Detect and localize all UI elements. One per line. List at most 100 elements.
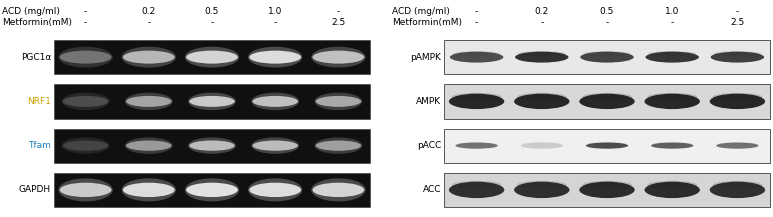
Ellipse shape xyxy=(581,52,634,63)
Ellipse shape xyxy=(579,182,635,198)
Text: 1.0: 1.0 xyxy=(268,7,282,16)
Ellipse shape xyxy=(62,93,110,110)
Ellipse shape xyxy=(458,142,495,145)
Ellipse shape xyxy=(710,182,765,198)
Ellipse shape xyxy=(514,182,570,198)
Text: -: - xyxy=(274,18,277,27)
Text: pAMPK: pAMPK xyxy=(410,53,441,62)
Text: -: - xyxy=(475,18,478,27)
Ellipse shape xyxy=(186,183,238,197)
Ellipse shape xyxy=(582,93,632,101)
Text: Tfam: Tfam xyxy=(28,141,51,150)
Text: ACD (mg/ml): ACD (mg/ml) xyxy=(392,7,450,16)
Text: -: - xyxy=(84,18,87,27)
Text: AMPK: AMPK xyxy=(416,97,441,106)
Text: 1.0: 1.0 xyxy=(665,7,679,16)
Ellipse shape xyxy=(62,137,110,154)
Text: -: - xyxy=(736,7,739,16)
Text: Metformin(mM): Metformin(mM) xyxy=(392,18,462,27)
Bar xyxy=(54,84,370,118)
Text: 2.5: 2.5 xyxy=(332,18,346,27)
Ellipse shape xyxy=(449,94,504,109)
Ellipse shape xyxy=(450,52,503,63)
Ellipse shape xyxy=(63,96,108,107)
Ellipse shape xyxy=(253,140,298,151)
Ellipse shape xyxy=(315,137,363,154)
Ellipse shape xyxy=(645,182,700,198)
Ellipse shape xyxy=(718,142,757,145)
Ellipse shape xyxy=(121,178,176,201)
Ellipse shape xyxy=(312,51,364,64)
Ellipse shape xyxy=(455,143,498,149)
Text: -: - xyxy=(475,7,478,16)
Ellipse shape xyxy=(583,51,631,57)
Ellipse shape xyxy=(518,51,566,57)
Text: 0.5: 0.5 xyxy=(600,7,615,16)
Ellipse shape xyxy=(312,178,366,201)
Text: -: - xyxy=(337,7,340,16)
Ellipse shape xyxy=(514,94,570,109)
Text: -: - xyxy=(147,18,151,27)
Ellipse shape xyxy=(185,178,239,201)
Ellipse shape xyxy=(248,178,302,201)
Ellipse shape xyxy=(60,51,111,64)
Ellipse shape xyxy=(713,181,762,189)
Text: -: - xyxy=(84,7,87,16)
Text: ACC: ACC xyxy=(423,185,441,194)
Ellipse shape xyxy=(647,93,697,101)
Ellipse shape xyxy=(451,181,502,189)
Bar xyxy=(444,84,770,118)
Ellipse shape xyxy=(251,93,299,110)
Ellipse shape xyxy=(517,93,567,101)
Text: -: - xyxy=(605,18,608,27)
Ellipse shape xyxy=(648,51,696,57)
Ellipse shape xyxy=(185,47,239,67)
Ellipse shape xyxy=(520,143,563,149)
Ellipse shape xyxy=(125,93,172,110)
Ellipse shape xyxy=(59,47,113,67)
Bar xyxy=(444,173,770,207)
Ellipse shape xyxy=(523,142,561,145)
Bar xyxy=(54,40,370,74)
Bar xyxy=(444,40,770,74)
Ellipse shape xyxy=(312,47,366,67)
Bar xyxy=(444,128,770,163)
Ellipse shape xyxy=(63,140,108,151)
Text: -: - xyxy=(670,18,674,27)
Ellipse shape xyxy=(123,51,175,64)
Text: pACC: pACC xyxy=(417,141,441,150)
Ellipse shape xyxy=(249,51,301,64)
Ellipse shape xyxy=(315,140,361,151)
Ellipse shape xyxy=(645,94,700,109)
Text: 0.2: 0.2 xyxy=(141,7,156,16)
Ellipse shape xyxy=(586,143,628,149)
Ellipse shape xyxy=(59,178,113,201)
Ellipse shape xyxy=(126,96,172,107)
Bar xyxy=(54,128,370,163)
Text: 0.2: 0.2 xyxy=(535,7,549,16)
Text: Metformin(mM): Metformin(mM) xyxy=(2,18,72,27)
Ellipse shape xyxy=(315,93,363,110)
Ellipse shape xyxy=(126,140,172,151)
Ellipse shape xyxy=(121,47,176,67)
Ellipse shape xyxy=(248,47,302,67)
Ellipse shape xyxy=(645,52,699,63)
Ellipse shape xyxy=(515,52,568,63)
Bar xyxy=(54,173,370,207)
Text: NRF1: NRF1 xyxy=(27,97,51,106)
Ellipse shape xyxy=(588,142,626,145)
Text: 0.5: 0.5 xyxy=(205,7,220,16)
Ellipse shape xyxy=(582,181,632,189)
Ellipse shape xyxy=(188,137,236,154)
Ellipse shape xyxy=(713,51,761,57)
Ellipse shape xyxy=(189,140,235,151)
Ellipse shape xyxy=(249,183,301,197)
Ellipse shape xyxy=(189,96,235,107)
Ellipse shape xyxy=(579,94,635,109)
Text: 2.5: 2.5 xyxy=(730,18,744,27)
Ellipse shape xyxy=(312,183,364,197)
Text: ACD (mg/ml): ACD (mg/ml) xyxy=(2,7,60,16)
Ellipse shape xyxy=(452,51,501,57)
Ellipse shape xyxy=(517,181,567,189)
Ellipse shape xyxy=(60,183,111,197)
